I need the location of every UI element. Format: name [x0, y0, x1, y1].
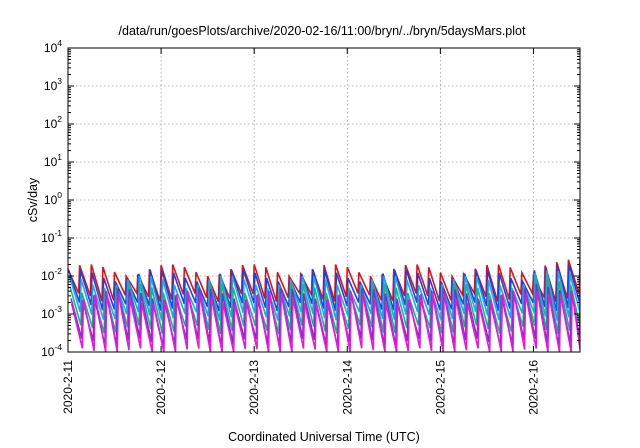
y-tick-label: 103: [44, 76, 62, 93]
x-axis-label: Coordinated Universal Time (UTC): [228, 430, 420, 444]
y-tick-label: 10-2: [41, 266, 62, 283]
y-tick-label: 10-3: [41, 304, 62, 321]
x-tick-label: 2020-2-11: [61, 360, 75, 414]
x-tick-label: 2020-2-12: [154, 360, 168, 415]
x-tick-labels: 2020-2-11 2020-2-12 2020-2-13 2020-2-14 2020…: [61, 360, 540, 415]
chart-title: /data/run/goesPlots/archive/2020-02-16/1…: [119, 24, 526, 38]
axis-ticks: [67, 47, 580, 353]
y-tick-label: 102: [44, 114, 62, 131]
y-tick-label: 104: [44, 38, 62, 55]
y-tick-labels: 10-4 10-3 10-2 10-1 100 101 102 103 104: [41, 38, 62, 359]
x-tick-label: 2020-2-15: [433, 360, 447, 415]
y-tick-label: 10-4: [41, 342, 62, 359]
y-tick-label: 10-1: [41, 228, 62, 245]
data-series: [68, 259, 580, 352]
x-tick-label: 2020-2-13: [247, 360, 261, 415]
y-axis-label: cSv/day: [26, 177, 40, 222]
series-line: [70, 288, 580, 352]
y-tick-label: 101: [44, 152, 62, 169]
x-tick-label: 2020-2-16: [526, 360, 540, 415]
y-tick-label: 100: [44, 190, 62, 207]
x-tick-label: 2020-2-14: [340, 360, 354, 415]
series-line: [68, 270, 580, 321]
series-line: [68, 259, 580, 303]
series-line: [68, 264, 580, 312]
